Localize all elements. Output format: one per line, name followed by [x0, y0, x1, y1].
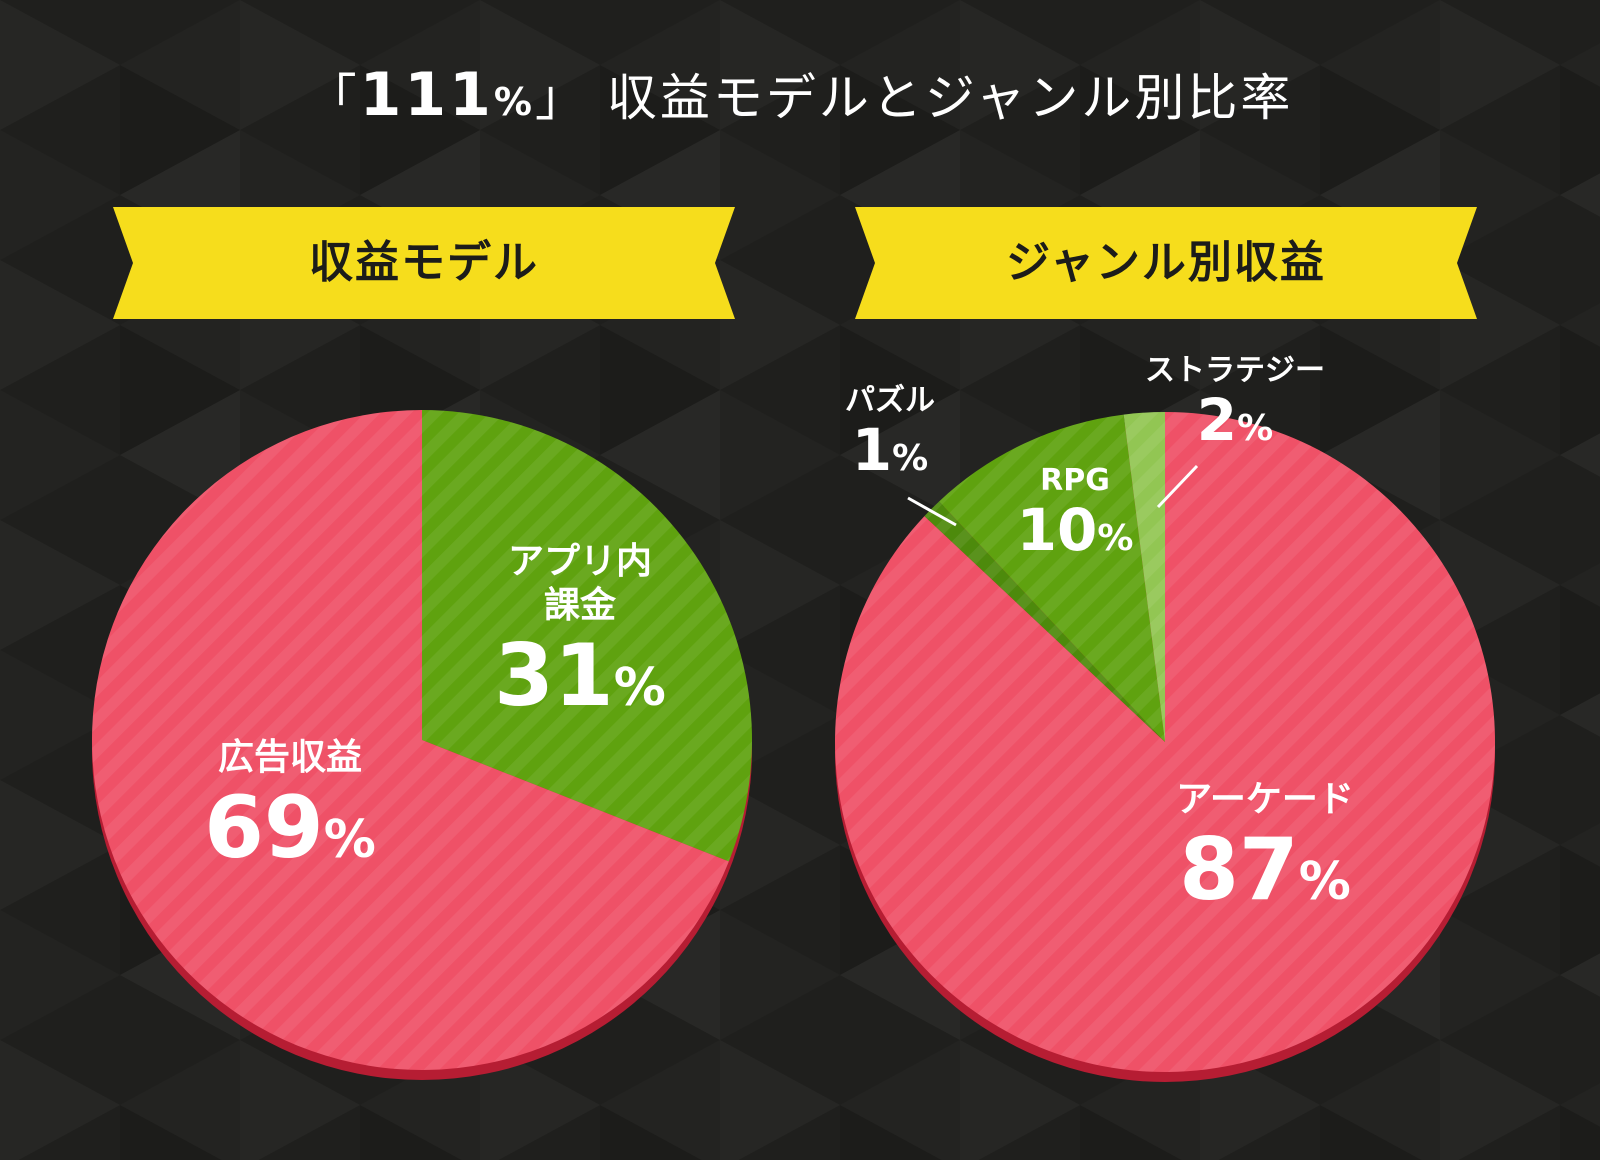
pie-slice-texture	[1123, 412, 1165, 742]
revenue-model-title: 収益モデル	[309, 237, 539, 288]
slice-value-number: 10	[1016, 496, 1098, 564]
banner-ribbon-shape	[113, 207, 735, 319]
title-close-bracket: 」	[534, 69, 588, 127]
slice-name-line: 課金	[543, 585, 616, 626]
pie-slice-texture	[92, 410, 729, 1070]
pie-slice-texture	[939, 414, 1165, 742]
slice-value-unit: %	[323, 810, 376, 870]
slice-value-unit: %	[1237, 408, 1274, 449]
slice-label-ad-revenue: 広告収益 69%	[180, 736, 400, 888]
slice-value-number: 87	[1179, 820, 1299, 920]
slice-value: 87%	[1145, 822, 1385, 930]
slice-value-number: 31	[494, 626, 614, 726]
genre-revenue-banner: ジャンル別収益	[855, 207, 1477, 319]
title-text: 収益モデルとジャンル別比率	[606, 69, 1294, 127]
pie-slice-texture	[924, 501, 1165, 742]
slice-value-number: 1	[851, 416, 893, 484]
slice-value-unit: %	[1097, 518, 1134, 559]
genre-revenue-pie	[835, 412, 1496, 1082]
slice-value-number: 2	[1196, 386, 1238, 454]
slice-label-rpg: RPG 10%	[1005, 463, 1145, 570]
slice-label-in-app-purchase: アプリ内 課金 31%	[490, 540, 670, 736]
slice-value-unit: %	[613, 658, 666, 718]
slice-value: 31%	[490, 628, 670, 736]
slice-label-strategy: ストラテジー 2%	[1115, 353, 1355, 460]
leader-line-puzzle	[907, 496, 957, 527]
title-open-bracket: 「	[306, 69, 360, 127]
slice-value-unit: %	[1298, 852, 1351, 912]
slice-value: 1%	[825, 419, 955, 490]
revenue-model-banner: 収益モデル	[113, 207, 735, 319]
slice-value: 10%	[1005, 499, 1145, 570]
page-title: 「111%」 収益モデルとジャンル別比率	[0, 58, 1600, 130]
revenue-model-pie	[92, 409, 753, 1080]
slice-value: 2%	[1115, 389, 1355, 460]
slice-value-number: 69	[204, 778, 324, 878]
leader-line-strategy	[1156, 464, 1199, 509]
title-percent: %	[493, 80, 535, 124]
slice-name-line: パズル	[845, 383, 935, 418]
title-number: 111	[359, 60, 494, 130]
slice-value-unit: %	[892, 438, 929, 479]
banner-ribbon-shape	[855, 207, 1477, 319]
slice-name-line: アプリ内	[507, 541, 652, 582]
slice-name-line: RPG	[1040, 463, 1110, 498]
slice-name-line: アーケード	[1176, 779, 1354, 820]
slice-value: 69%	[180, 780, 400, 888]
slice-name-line: 広告収益	[217, 737, 362, 778]
slice-name-line: ストラテジー	[1145, 353, 1325, 388]
slice-label-puzzle: パズル 1%	[825, 383, 955, 490]
pie-slice-texture	[422, 409, 753, 862]
genre-revenue-title: ジャンル別収益	[1006, 237, 1326, 288]
pie-slice-texture	[835, 412, 1496, 1072]
slice-label-arcade: アーケード 87%	[1145, 778, 1385, 930]
